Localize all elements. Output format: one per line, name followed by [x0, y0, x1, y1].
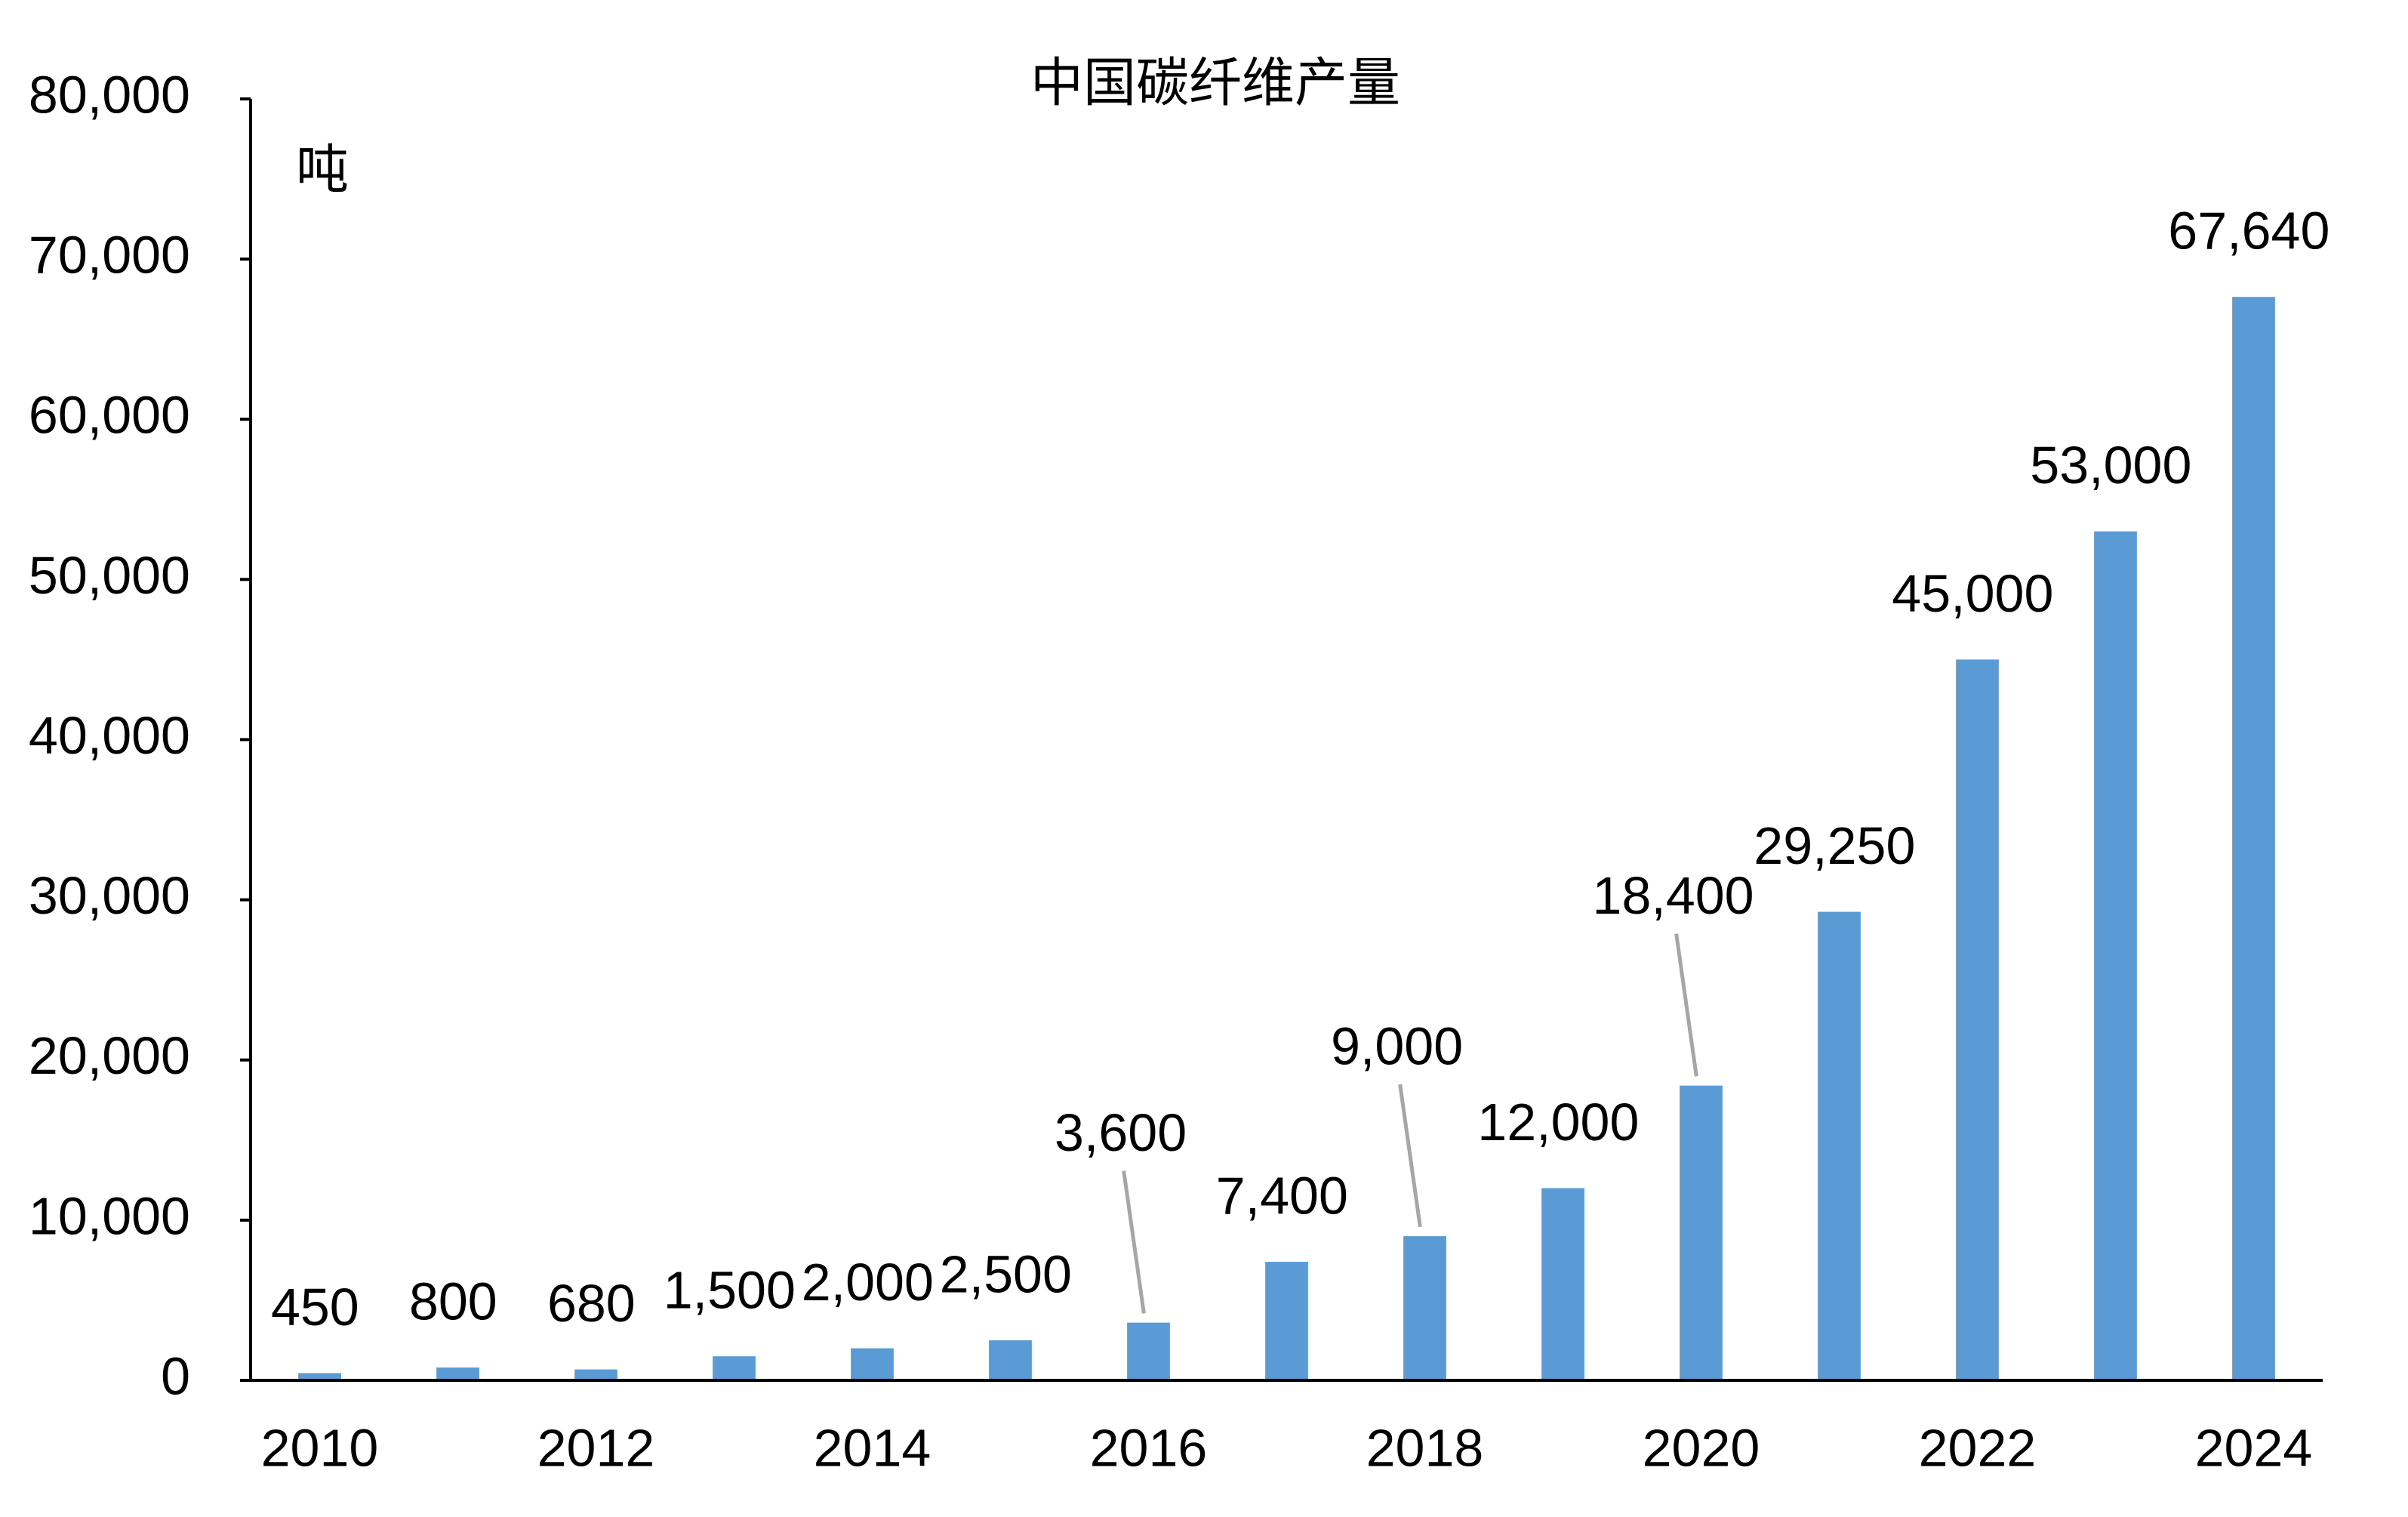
bar: [2094, 531, 2137, 1380]
bar: [1403, 1236, 1446, 1380]
y-tick-label: 80,000: [29, 65, 190, 124]
bar: [1818, 911, 1861, 1380]
value-label: 450: [271, 1278, 359, 1337]
value-label: 45,000: [1892, 564, 2053, 623]
value-label: 800: [409, 1272, 497, 1330]
x-tick-label: 2010: [261, 1418, 379, 1477]
chart-title: 中国碳纤维产量: [1030, 53, 1400, 112]
bar: [1541, 1188, 1584, 1380]
y-tick-label: 60,000: [29, 386, 190, 445]
bar: [1265, 1262, 1308, 1380]
bar: [1680, 1085, 1723, 1380]
x-tick-label: 2012: [537, 1418, 655, 1477]
x-tick-label: 2014: [814, 1418, 931, 1477]
y-tick-label: 40,000: [29, 706, 190, 765]
y-tick-label: 10,000: [29, 1186, 190, 1245]
x-tick-label: 2016: [1090, 1418, 1208, 1477]
value-label: 1,500: [664, 1261, 796, 1320]
leader-line: [1674, 933, 1698, 1077]
x-tick-label: 2022: [1919, 1418, 2037, 1477]
bar: [851, 1348, 894, 1380]
value-label: 2,000: [802, 1253, 934, 1312]
unit-label: 吨: [296, 140, 349, 199]
value-label: 67,640: [2168, 202, 2329, 261]
y-tick-label: 0: [161, 1346, 190, 1405]
y-tick-label: 30,000: [29, 866, 190, 925]
x-tick-label: 2020: [1643, 1418, 1760, 1477]
value-label: 53,000: [2030, 436, 2191, 495]
value-label: 9,000: [1331, 1016, 1463, 1075]
bar: [1127, 1322, 1170, 1380]
bar: [436, 1367, 479, 1380]
y-tick-label: 50,000: [29, 546, 190, 605]
bar: [713, 1356, 756, 1380]
bar: [1956, 659, 1999, 1380]
value-label: 29,250: [1754, 816, 1915, 875]
bar: [989, 1340, 1032, 1380]
bar: [574, 1369, 617, 1380]
value-label: 680: [547, 1274, 636, 1333]
leader-line: [1122, 1170, 1146, 1314]
y-tick-label: 20,000: [29, 1026, 190, 1085]
value-label: 12,000: [1477, 1093, 1639, 1152]
x-tick-label: 2018: [1366, 1418, 1484, 1477]
value-label: 2,500: [940, 1244, 1072, 1303]
value-label: 7,400: [1216, 1166, 1348, 1225]
y-tick-label: 70,000: [29, 226, 190, 285]
value-label: 3,600: [1055, 1103, 1187, 1162]
value-label: 18,400: [1593, 866, 1754, 925]
x-tick-label: 2024: [2195, 1418, 2313, 1477]
leader-line: [1398, 1084, 1422, 1228]
bar: [2232, 297, 2275, 1380]
bar: [298, 1373, 341, 1380]
